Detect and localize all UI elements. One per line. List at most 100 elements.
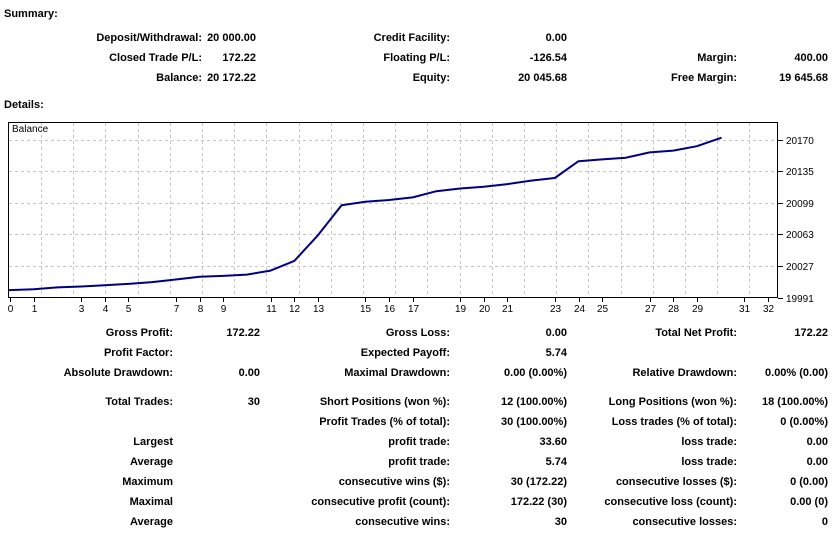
stat-row: Total Trades: 30 Short Positions (won %): 1… [0, 392, 839, 412]
stat-label: consecutive losses: [632, 516, 737, 528]
summary-value: 20 000.00 [207, 32, 256, 44]
summary-label: Free Margin: [670, 72, 737, 84]
stat-label: consecutive wins: [355, 516, 450, 528]
x-axis-label: 8 [198, 304, 204, 315]
x-axis-label: 13 [313, 304, 325, 315]
summary-label: Equity: [412, 72, 450, 84]
x-axis-label: 9 [221, 304, 227, 315]
summary-label: Balance: [156, 72, 202, 84]
details-section-title: Details: [4, 99, 44, 111]
y-axis-label: 20170 [786, 136, 814, 147]
stat-label: Long Positions (won %): [608, 396, 737, 408]
stat-value: 30 [247, 396, 260, 408]
summary-label: Margin: [697, 52, 737, 64]
stat-label: consecutive wins ($): [338, 476, 450, 488]
chart-grid [9, 123, 777, 297]
stat-label: Gross Loss: [385, 327, 450, 339]
stat-label: Loss trades (% of total): [611, 416, 737, 428]
y-axis-label: 20027 [786, 262, 814, 273]
stat-label: Average [129, 456, 173, 468]
chart-plot-area [8, 122, 778, 298]
stat-value: 33.60 [539, 436, 567, 448]
summary-label: Closed Trade P/L: [109, 52, 202, 64]
stat-label: Profit Trades (% of total): [319, 416, 450, 428]
stat-value: 172.22 [794, 327, 828, 339]
summary-value: 20 172.22 [207, 72, 256, 84]
x-axis-label: 29 [692, 304, 704, 315]
stat-label: loss trade: [681, 436, 737, 448]
summary-value: 400.00 [794, 52, 828, 64]
x-axis-label: 12 [289, 304, 301, 315]
x-axis-label: 23 [550, 304, 562, 315]
chart-legend-label: Balance [12, 124, 49, 135]
summary-label: Floating P/L: [383, 52, 450, 64]
x-axis-label: 11 [266, 304, 277, 315]
stat-label: Gross Profit: [105, 327, 173, 339]
balance-line [8, 136, 722, 292]
summary-value: 0.00 [545, 32, 567, 44]
stat-label: consecutive loss (count): [604, 496, 737, 508]
stat-row: Profit Factor: Expected Payoff: 5.74 [0, 343, 839, 363]
stat-value: 0.00 [806, 456, 828, 468]
summary-section-title: Summary: [4, 8, 58, 20]
summary-row: Balance: 20 172.22 Equity: 20 045.68 Free Ma… [0, 68, 839, 88]
stat-value: 0.00 [545, 327, 567, 339]
stat-label: Absolute Drawdown: [63, 367, 173, 379]
summary-value: 19 645.68 [779, 72, 828, 84]
stat-value: 0 (0.00) [790, 476, 828, 488]
x-axis-label: 5 [126, 304, 132, 315]
y-axis-label: 19991 [786, 294, 814, 305]
stat-value: 30 (172.22) [510, 476, 567, 488]
x-axis-label: 21 [502, 304, 514, 315]
stat-value: 18 (100.00%) [761, 396, 828, 408]
stat-label: Relative Drawdown: [632, 367, 737, 379]
x-axis-label: 19 [455, 304, 467, 315]
summary-row: Closed Trade P/L: 172.22 Floating P/L: -126… [0, 48, 839, 68]
x-axis-label: 7 [174, 304, 180, 315]
stat-label: Largest [133, 436, 173, 448]
stat-row: Largest profit trade: 33.60 loss trade: 0.00 [0, 432, 839, 452]
x-axis-label: 32 [763, 304, 775, 315]
stat-label: Maximal Drawdown: [344, 367, 450, 379]
stat-label: Average [129, 516, 173, 528]
stat-label: Expected Payoff: [360, 347, 450, 359]
summary-label: Deposit/Withdrawal: [96, 32, 202, 44]
x-axis-label: 25 [597, 304, 609, 315]
stat-value: 0.00 (0.00%) [504, 367, 567, 379]
x-axis-label: 1 [32, 304, 38, 315]
x-axis-label: 24 [574, 304, 586, 315]
y-axis-label: 20063 [786, 230, 814, 241]
stat-value: 5.74 [545, 456, 567, 468]
stat-value: 0 (0.00%) [780, 416, 828, 428]
stat-label: loss trade: [681, 456, 737, 468]
x-axis: 0 1 3 4 5 7 8 9 11 12 13 15 16 17 19 20 21 23 24 25 27 28 29 31… [8, 298, 775, 315]
x-axis-label: 4 [103, 304, 109, 315]
stat-label: consecutive losses ($): [615, 476, 737, 488]
summary-row: Deposit/Withdrawal: 20 000.00 Credit Facil… [0, 28, 839, 48]
stat-value: 0.00% (0.00) [765, 367, 828, 379]
x-axis-label: 20 [479, 304, 491, 315]
stat-label: Maximal [129, 496, 173, 508]
stat-value: 30 [554, 516, 567, 528]
x-axis-label: 16 [384, 304, 396, 315]
stat-value: 0.00 (0) [790, 496, 828, 508]
x-axis-label: 31 [739, 304, 751, 315]
stat-row: Gross Profit: 172.22 Gross Loss: 0.00 Total … [0, 323, 839, 343]
stat-value: 5.74 [545, 347, 567, 359]
stat-row: Average consecutive wins: 30 consecutive lo… [0, 512, 839, 532]
stat-value: 0.00 [806, 436, 828, 448]
x-axis-label: 17 [408, 304, 420, 315]
y-axis: 19991 20027 20063 20099 20135 20170 [778, 136, 814, 305]
stat-row: Average profit trade: 5.74 loss trade: 0.00 [0, 452, 839, 472]
x-axis-label: 15 [360, 304, 372, 315]
stat-row: Maximal consecutive profit (count): 172.22… [0, 492, 839, 512]
x-axis-label: 3 [79, 304, 85, 315]
stat-label: Profit Factor: [103, 347, 173, 359]
stat-label: consecutive profit (count): [311, 496, 450, 508]
stat-label: profit trade: [388, 436, 450, 448]
stat-value: 12 (100.00%) [500, 396, 567, 408]
stat-value: 0.00 [238, 367, 260, 379]
stat-row: Maximum consecutive wins ($): 30 (172.22) c… [0, 472, 839, 492]
summary-label: Credit Facility: [373, 32, 450, 44]
